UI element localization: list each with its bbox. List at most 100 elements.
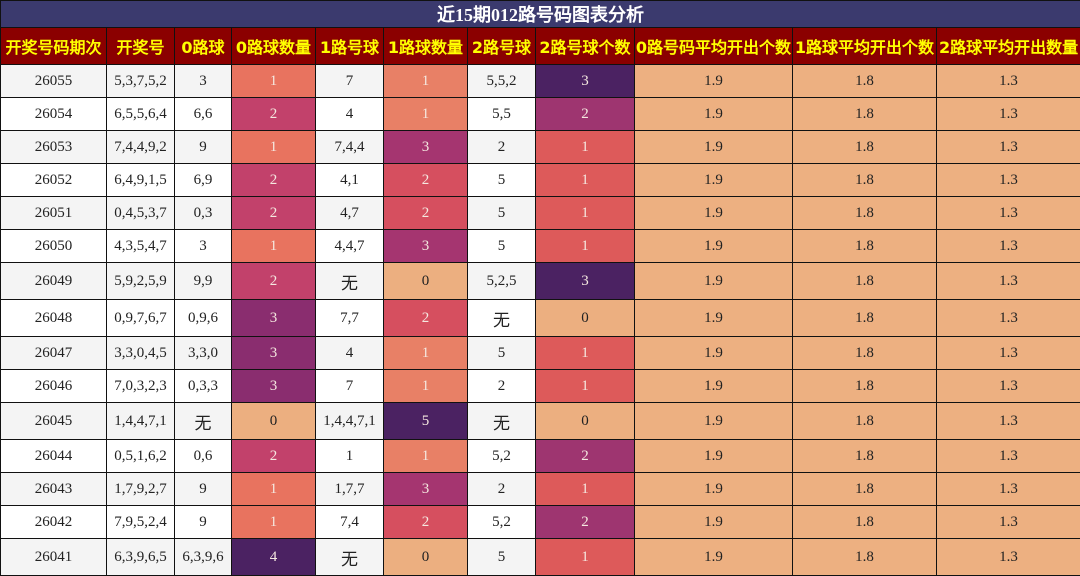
table-cell: 0,3 bbox=[174, 196, 232, 230]
table-cell: 7,4 bbox=[315, 505, 384, 539]
table-cell: 1.3 bbox=[935, 336, 1080, 370]
table-cell: 5 bbox=[467, 229, 536, 263]
table-cell: 无 bbox=[467, 299, 536, 337]
column-header: 开奖号 bbox=[106, 27, 175, 65]
table-row: 26045 1,4,4,7,1 无 0 1,4,4,7,1 5 无 0 1.9 1.8 1.3 bbox=[0, 402, 1080, 440]
table-cell: 2 bbox=[383, 196, 468, 230]
table-cell: 5,5,2 bbox=[467, 64, 536, 98]
table-cell: 1.9 bbox=[634, 439, 793, 473]
table-row: 26048 0,9,7,6,7 0,9,6 3 7,7 2 无 0 1.9 1.8 1.3 bbox=[0, 299, 1080, 337]
table-cell: 1.8 bbox=[792, 472, 937, 506]
table-cell: 1.9 bbox=[634, 505, 793, 539]
table-cell: 0,9,7,6,7 bbox=[106, 299, 175, 337]
table-cell: 6,5,5,6,4 bbox=[106, 97, 175, 131]
table-cell: 3,3,0,4,5 bbox=[106, 336, 175, 370]
table-cell: 1.8 bbox=[792, 402, 937, 440]
table-title: 近15期012路号码图表分析 bbox=[0, 0, 1080, 28]
table-cell: 1.3 bbox=[935, 538, 1080, 576]
table-cell: 1.8 bbox=[792, 64, 937, 98]
table-cell: 5,5 bbox=[467, 97, 536, 131]
table-cell: 1.3 bbox=[935, 229, 1080, 263]
table-cell: 1 bbox=[535, 336, 635, 370]
table-cell: 5 bbox=[467, 538, 536, 576]
table-cell: 26051 bbox=[0, 196, 107, 230]
table-cell: 2 bbox=[231, 439, 316, 473]
table-cell: 3 bbox=[383, 472, 468, 506]
table-cell: 1.3 bbox=[935, 163, 1080, 197]
table-cell: 1 bbox=[535, 196, 635, 230]
table-cell: 3 bbox=[383, 130, 468, 164]
table-cell: 无 bbox=[315, 538, 384, 576]
table-cell: 1 bbox=[535, 472, 635, 506]
table-cell: 26042 bbox=[0, 505, 107, 539]
table-cell: 4 bbox=[315, 336, 384, 370]
table-row: 26041 6,3,9,6,5 6,3,9,6 4 无 0 5 1 1.9 1.8 1.3 bbox=[0, 538, 1080, 576]
table-cell: 1.9 bbox=[634, 336, 793, 370]
table-cell: 1,7,9,2,7 bbox=[106, 472, 175, 506]
table-cell: 1.9 bbox=[634, 130, 793, 164]
table-cell: 1.9 bbox=[634, 262, 793, 300]
table-cell: 7,7 bbox=[315, 299, 384, 337]
table-cell: 2 bbox=[467, 369, 536, 403]
table-cell: 1,7,7 bbox=[315, 472, 384, 506]
table-cell: 2 bbox=[231, 196, 316, 230]
table-cell: 1.8 bbox=[792, 229, 937, 263]
table-cell: 6,6 bbox=[174, 97, 232, 131]
table-cell: 26045 bbox=[0, 402, 107, 440]
table-cell: 1 bbox=[383, 64, 468, 98]
table-row: 26051 0,4,5,3,7 0,3 2 4,7 2 5 1 1.9 1.8 1.3 bbox=[0, 196, 1080, 230]
table-cell: 26044 bbox=[0, 439, 107, 473]
table-cell: 无 bbox=[315, 262, 384, 300]
table-cell: 1.9 bbox=[634, 64, 793, 98]
table-cell: 1 bbox=[231, 130, 316, 164]
table-cell: 1.8 bbox=[792, 336, 937, 370]
table-cell: 7,4,4,9,2 bbox=[106, 130, 175, 164]
table-cell: 0,4,5,3,7 bbox=[106, 196, 175, 230]
table-cell: 1.3 bbox=[935, 472, 1080, 506]
table-cell: 3 bbox=[535, 64, 635, 98]
table-cell: 5,3,7,5,2 bbox=[106, 64, 175, 98]
table-cell: 1.8 bbox=[792, 130, 937, 164]
table-cell: 6,9 bbox=[174, 163, 232, 197]
table-cell: 5,2 bbox=[467, 505, 536, 539]
table-cell: 5,9,2,5,9 bbox=[106, 262, 175, 300]
table-cell: 1.9 bbox=[634, 229, 793, 263]
table-cell: 1.8 bbox=[792, 196, 937, 230]
table-cell: 1.8 bbox=[792, 538, 937, 576]
column-header: 2路号球 bbox=[467, 27, 536, 65]
table-cell: 5 bbox=[383, 402, 468, 440]
table-cell: 2 bbox=[231, 163, 316, 197]
table-cell: 5,2 bbox=[467, 439, 536, 473]
table-cell: 1 bbox=[383, 97, 468, 131]
table-cell: 1.8 bbox=[792, 163, 937, 197]
table-cell: 5 bbox=[467, 163, 536, 197]
table-cell: 26050 bbox=[0, 229, 107, 263]
table-cell: 无 bbox=[467, 402, 536, 440]
table-cell: 1.3 bbox=[935, 299, 1080, 337]
column-header: 2路号球个数 bbox=[535, 27, 635, 65]
table-cell: 3,3,0 bbox=[174, 336, 232, 370]
table-cell: 7,4,4 bbox=[315, 130, 384, 164]
table-cell: 0,6 bbox=[174, 439, 232, 473]
table-cell: 3 bbox=[174, 64, 232, 98]
table-row: 26047 3,3,0,4,5 3,3,0 3 4 1 5 1 1.9 1.8 1.3 bbox=[0, 336, 1080, 370]
column-header: 2路球平均开出数量 bbox=[935, 27, 1080, 65]
table-cell: 1.8 bbox=[792, 369, 937, 403]
table-cell: 26054 bbox=[0, 97, 107, 131]
table-cell: 无 bbox=[174, 402, 232, 440]
table-cell: 1.9 bbox=[634, 196, 793, 230]
table-cell: 4,3,5,4,7 bbox=[106, 229, 175, 263]
column-header: 0路球数量 bbox=[231, 27, 316, 65]
table-cell: 9 bbox=[174, 505, 232, 539]
table-cell: 7,9,5,2,4 bbox=[106, 505, 175, 539]
table-cell: 7 bbox=[315, 369, 384, 403]
table-row: 26043 1,7,9,2,7 9 1 1,7,7 3 2 1 1.9 1.8 1.3 bbox=[0, 472, 1080, 506]
table-cell: 0 bbox=[535, 402, 635, 440]
table-cell: 1 bbox=[535, 369, 635, 403]
table-cell: 3 bbox=[535, 262, 635, 300]
table-cell: 1.8 bbox=[792, 299, 937, 337]
table-cell: 5 bbox=[467, 336, 536, 370]
table-row: 26042 7,9,5,2,4 9 1 7,4 2 5,2 2 1.9 1.8 1.3 bbox=[0, 505, 1080, 539]
table-cell: 2 bbox=[467, 472, 536, 506]
table-cell: 6,3,9,6,5 bbox=[106, 538, 175, 576]
